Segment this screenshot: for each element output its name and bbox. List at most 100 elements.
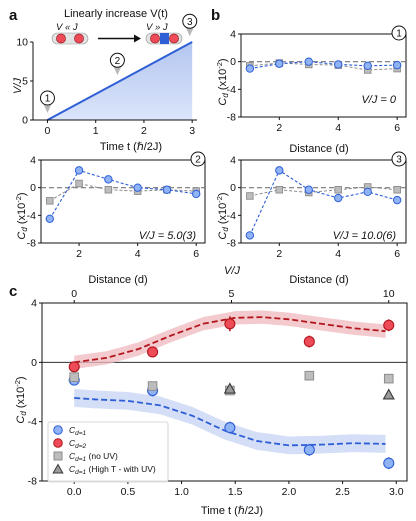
x-tick-label: 3.0	[389, 486, 404, 498]
y-tick-label: -4	[27, 210, 36, 222]
circle-blue-point	[383, 457, 395, 469]
y-tick-label: -4	[227, 210, 236, 222]
x-tick-label: 2	[276, 122, 282, 134]
square-gray-point	[304, 370, 315, 381]
y-tick-label: -4	[28, 416, 37, 428]
panel-b2-ylabel: Cd (x10-2)	[14, 192, 29, 239]
time-marker-3-circle	[182, 13, 198, 29]
legend-marker-triangle-dark	[52, 463, 64, 474]
time-marker-2-label: 2	[115, 56, 121, 67]
y-tick-label: 5	[22, 76, 28, 88]
plot-frame	[240, 159, 407, 244]
arrow-right-icon	[98, 34, 141, 43]
series-blue-point	[334, 60, 343, 69]
circle-red-point	[224, 318, 236, 330]
y-tick-label: -4	[227, 84, 236, 96]
y-tick-label: -8	[27, 238, 36, 250]
subplot-marker-label: 2	[195, 155, 201, 166]
series-blue-line	[249, 61, 398, 70]
panel-c-legend: Cd=1 Cd=2 Cd=1 (no UV) Cd=1 (High T - wi…	[47, 421, 169, 483]
legend-item-cd2: Cd=2	[53, 438, 87, 450]
panel-c-ylabel: Cd (x10-2)	[13, 376, 28, 423]
series-blue-point	[245, 231, 255, 240]
legend-item-cd1-no-uv: Cd=1 (no UV)	[53, 451, 118, 463]
legend-marker-square-gray	[53, 451, 63, 461]
subplot-marker-label: 3	[396, 155, 402, 166]
series-blue-point	[133, 183, 142, 192]
series-gray-point	[246, 192, 254, 200]
panel-b3-ylabel: Cd (x10-2)	[215, 192, 230, 239]
series-gray-line	[249, 186, 398, 197]
x-tick-label: 1	[93, 125, 99, 137]
series-blue-point	[334, 193, 343, 203]
panel-b1-plot: -8 -4 0 4 2 4 6 1	[227, 25, 407, 134]
panel-b-label: b	[211, 7, 220, 24]
top-tick-label: 0	[71, 288, 77, 300]
y-tick-label: 0	[22, 115, 28, 127]
subplot-marker-circle	[391, 25, 407, 41]
panel-a-xlabel: Time t (ℏ/2J)	[100, 141, 162, 153]
panel-b1-xlabel: Distance (d)	[289, 143, 348, 155]
y-tick-label: 4	[31, 298, 37, 310]
legend-marker-circle-blue	[53, 425, 63, 435]
ramp-line	[46, 41, 193, 121]
circle-red-point	[383, 319, 395, 331]
series-blue-point	[104, 175, 113, 184]
panel-c-label: c	[9, 283, 17, 300]
legend-marker-circle-red	[53, 438, 63, 448]
y-tick-label: 4	[30, 155, 36, 167]
state-right-icon	[145, 32, 183, 45]
series-blue-point	[304, 185, 313, 194]
series-blue-point	[45, 214, 54, 223]
time-marker-2-pointer	[113, 66, 122, 76]
legend-item-cd1: Cd=1	[53, 425, 87, 437]
triangle-dark-point	[223, 382, 236, 394]
y-tick-label: -8	[227, 238, 236, 250]
x-tick-label: 4	[135, 248, 141, 260]
subplot-marker-circle	[190, 151, 206, 167]
series-blue-point	[275, 166, 284, 175]
series-gray-point	[75, 179, 83, 188]
square-gray-point	[383, 373, 394, 384]
panel-b1-ylabel: Cd (x10-2)	[215, 58, 230, 105]
circle-blue-point	[224, 422, 236, 434]
panel-b2-annotation: V/J = 5.0(3)	[139, 230, 197, 242]
triangle-dark-point	[382, 388, 395, 400]
x-tick-label: 3	[189, 125, 195, 137]
y-tick-label: 0	[230, 56, 236, 68]
series-blue-point	[245, 64, 255, 73]
series-blue-point	[162, 185, 172, 194]
panel-a-ylabel: V/J	[12, 78, 24, 94]
series-gray-point	[393, 185, 401, 194]
fit-band-red	[74, 310, 386, 370]
panel-b2-xlabel: Distance (d)	[88, 274, 147, 286]
x-tick-label: 6	[193, 248, 199, 260]
x-tick-label: 2.5	[335, 486, 350, 498]
series-gray-point	[275, 185, 284, 194]
series-blue-line	[249, 169, 398, 236]
x-tick-label: 1.0	[174, 486, 189, 498]
series-gray-line	[249, 62, 398, 71]
circle-blue-point	[303, 444, 315, 456]
series-blue-point	[392, 195, 402, 205]
x-tick-label: 0.0	[67, 486, 82, 498]
time-marker-1-label: 1	[45, 94, 51, 105]
fit-band-blue	[74, 389, 386, 455]
x-tick-label: 6	[394, 248, 400, 260]
fit-line-red	[74, 316, 386, 364]
x-tick-label: 2	[276, 248, 282, 260]
series-blue-point	[275, 59, 284, 68]
circle-red-point	[68, 361, 80, 373]
panel-c-top-axis-label: V/J	[224, 265, 240, 277]
circle-red-point	[147, 346, 159, 358]
legend-label-cd2: Cd=2	[69, 438, 87, 450]
series-blue-point	[392, 60, 402, 70]
series-blue-point	[192, 189, 201, 199]
time-marker-1-circle	[39, 90, 55, 106]
subplot-marker-label: 1	[396, 29, 402, 40]
panel-b3-xlabel: Distance (d)	[289, 274, 348, 286]
x-tick-label: 6	[394, 122, 400, 134]
panel-b1-annotation: V/J = 0	[361, 94, 396, 106]
top-tick-label: 5	[229, 288, 235, 300]
